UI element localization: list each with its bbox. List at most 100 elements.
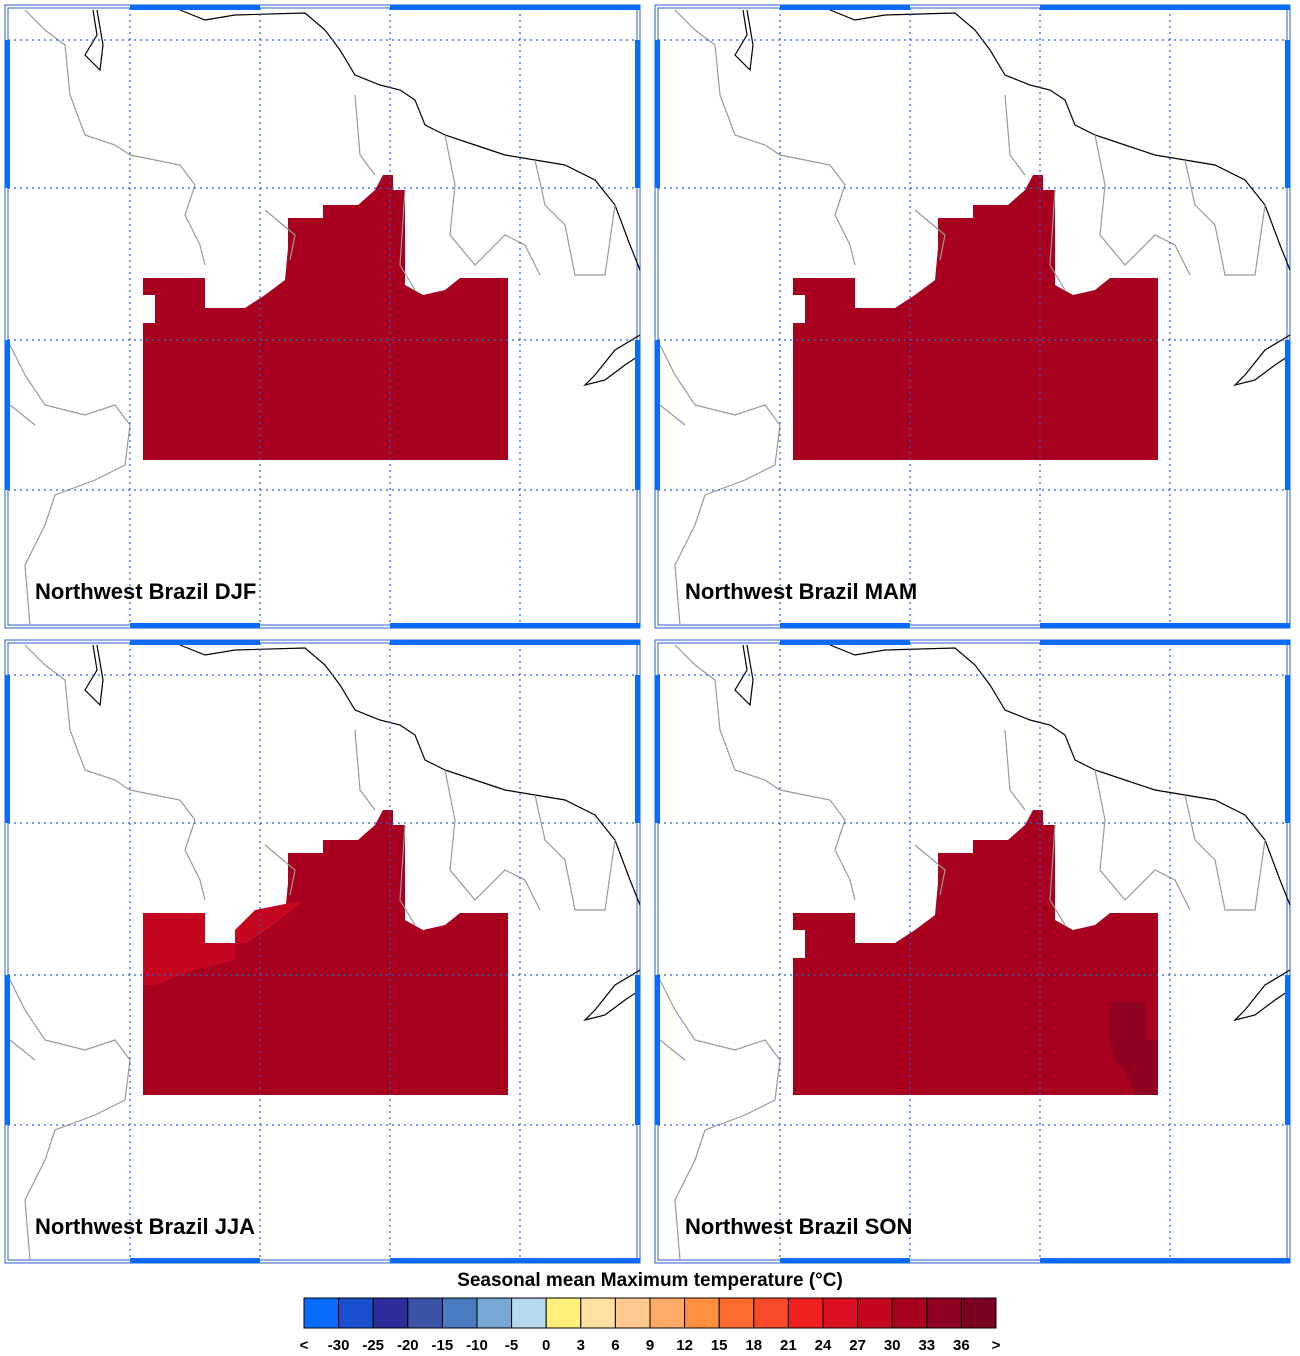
map-panel: Northwest Brazil DJF	[4, 4, 641, 629]
colorbar-swatch	[441, 1297, 478, 1329]
coastline	[734, 644, 1291, 1022]
edge-band	[1285, 675, 1290, 823]
colorbar-swatch	[372, 1297, 409, 1329]
colorbar-label: 21	[780, 1337, 797, 1354]
colorbar-label: <	[300, 1337, 309, 1354]
edge-band	[1285, 340, 1290, 490]
edge-band	[1285, 975, 1290, 1125]
panel-title: Northwest Brazil SON	[685, 1214, 912, 1239]
colorbar-swatch	[891, 1297, 928, 1329]
panel-title: Northwest Brazil DJF	[35, 579, 256, 604]
edge-band	[655, 675, 660, 823]
edge-band	[130, 623, 260, 628]
colorbar-swatch	[822, 1297, 859, 1329]
edge-band	[780, 640, 910, 645]
colorbar-swatch	[857, 1297, 893, 1329]
panel-inner-frame	[657, 642, 1288, 1261]
edge-band	[5, 675, 10, 823]
colorbar-label: -20	[397, 1337, 419, 1354]
colorbar-swatch	[926, 1297, 962, 1329]
edge-band	[635, 340, 640, 490]
temperature-field	[1110, 1002, 1158, 1095]
map-panel: Northwest Brazil SON	[654, 639, 1291, 1264]
colorbar-label: >	[992, 1337, 1001, 1354]
country-border	[9, 9, 616, 626]
edge-band	[390, 1258, 640, 1263]
colorbar-label: 30	[884, 1337, 901, 1354]
colorbar-swatch	[545, 1297, 582, 1329]
edge-band	[5, 975, 10, 1125]
colorbar-swatch	[960, 1297, 997, 1329]
edge-band	[780, 5, 910, 10]
panel-inner-frame	[657, 7, 1288, 626]
edge-band	[390, 623, 640, 628]
edge-band	[1040, 1258, 1290, 1263]
colorbar-label: 12	[676, 1337, 693, 1354]
colorbar-label: 27	[849, 1337, 866, 1354]
colorbar-swatch	[718, 1297, 755, 1329]
edge-band	[390, 5, 640, 10]
temperature-field	[143, 175, 508, 460]
colorbar-label: 15	[711, 1337, 728, 1354]
colorbar-label: -25	[362, 1337, 384, 1354]
edge-band	[635, 975, 640, 1125]
colorbar-label: 36	[953, 1337, 970, 1354]
colorbar-swatch	[407, 1297, 443, 1329]
colorbar-label: -15	[432, 1337, 454, 1354]
colorbar-label: 9	[646, 1337, 654, 1354]
colorbar-swatch	[649, 1297, 686, 1329]
edge-band	[655, 975, 660, 1125]
colorbar-swatch	[787, 1297, 824, 1329]
edge-band	[1040, 5, 1290, 10]
colorbar-label: -5	[505, 1337, 518, 1354]
colorbar-label: 6	[611, 1337, 619, 1354]
temperature-field	[143, 810, 508, 1095]
edge-band	[1285, 40, 1290, 188]
colorbar-label: 3	[577, 1337, 585, 1354]
panel-inner-frame	[7, 642, 638, 1261]
edge-band	[655, 40, 660, 188]
map-panel: Northwest Brazil JJA	[4, 639, 641, 1264]
colorbar-swatch	[614, 1297, 651, 1329]
country-border	[659, 9, 1266, 626]
temperature-field	[143, 900, 305, 985]
map-panel: Northwest Brazil MAM	[654, 4, 1291, 629]
colorbar-swatch	[753, 1297, 789, 1329]
country-border	[9, 644, 616, 1261]
colorbar-swatch	[580, 1297, 616, 1329]
colorbar-swatch	[476, 1297, 513, 1329]
colorbar-swatch	[303, 1297, 340, 1329]
edge-band	[1040, 623, 1290, 628]
colorbar-label: 33	[918, 1337, 935, 1354]
panel-title: Northwest Brazil MAM	[685, 579, 917, 604]
edge-band	[780, 623, 910, 628]
colorbar-swatch	[511, 1297, 547, 1329]
coastline	[84, 9, 641, 387]
temperature-field	[793, 810, 1158, 1095]
edge-band	[1040, 640, 1290, 645]
panel-title: Northwest Brazil JJA	[35, 1214, 255, 1239]
coastline	[734, 9, 1291, 387]
coastline	[84, 644, 641, 1022]
edge-band	[780, 1258, 910, 1263]
colorbar-title: Seasonal mean Maximum temperature (°C)	[457, 1270, 843, 1291]
edge-band	[390, 640, 640, 645]
panel-inner-frame	[7, 7, 638, 626]
colorbar-swatch	[338, 1297, 374, 1329]
colorbar-swatch	[684, 1297, 720, 1329]
colorbar-label: -30	[328, 1337, 350, 1354]
edge-band	[635, 675, 640, 823]
colorbar-label: 24	[815, 1337, 832, 1354]
edge-band	[635, 40, 640, 188]
edge-band	[130, 640, 260, 645]
temperature-field	[793, 175, 1158, 460]
colorbar-label: 0	[542, 1337, 550, 1354]
edge-band	[5, 40, 10, 188]
edge-band	[5, 340, 10, 490]
colorbar-label: -10	[466, 1337, 488, 1354]
edge-band	[130, 1258, 260, 1263]
country-border	[659, 644, 1266, 1261]
colorbar-label: 18	[745, 1337, 762, 1354]
